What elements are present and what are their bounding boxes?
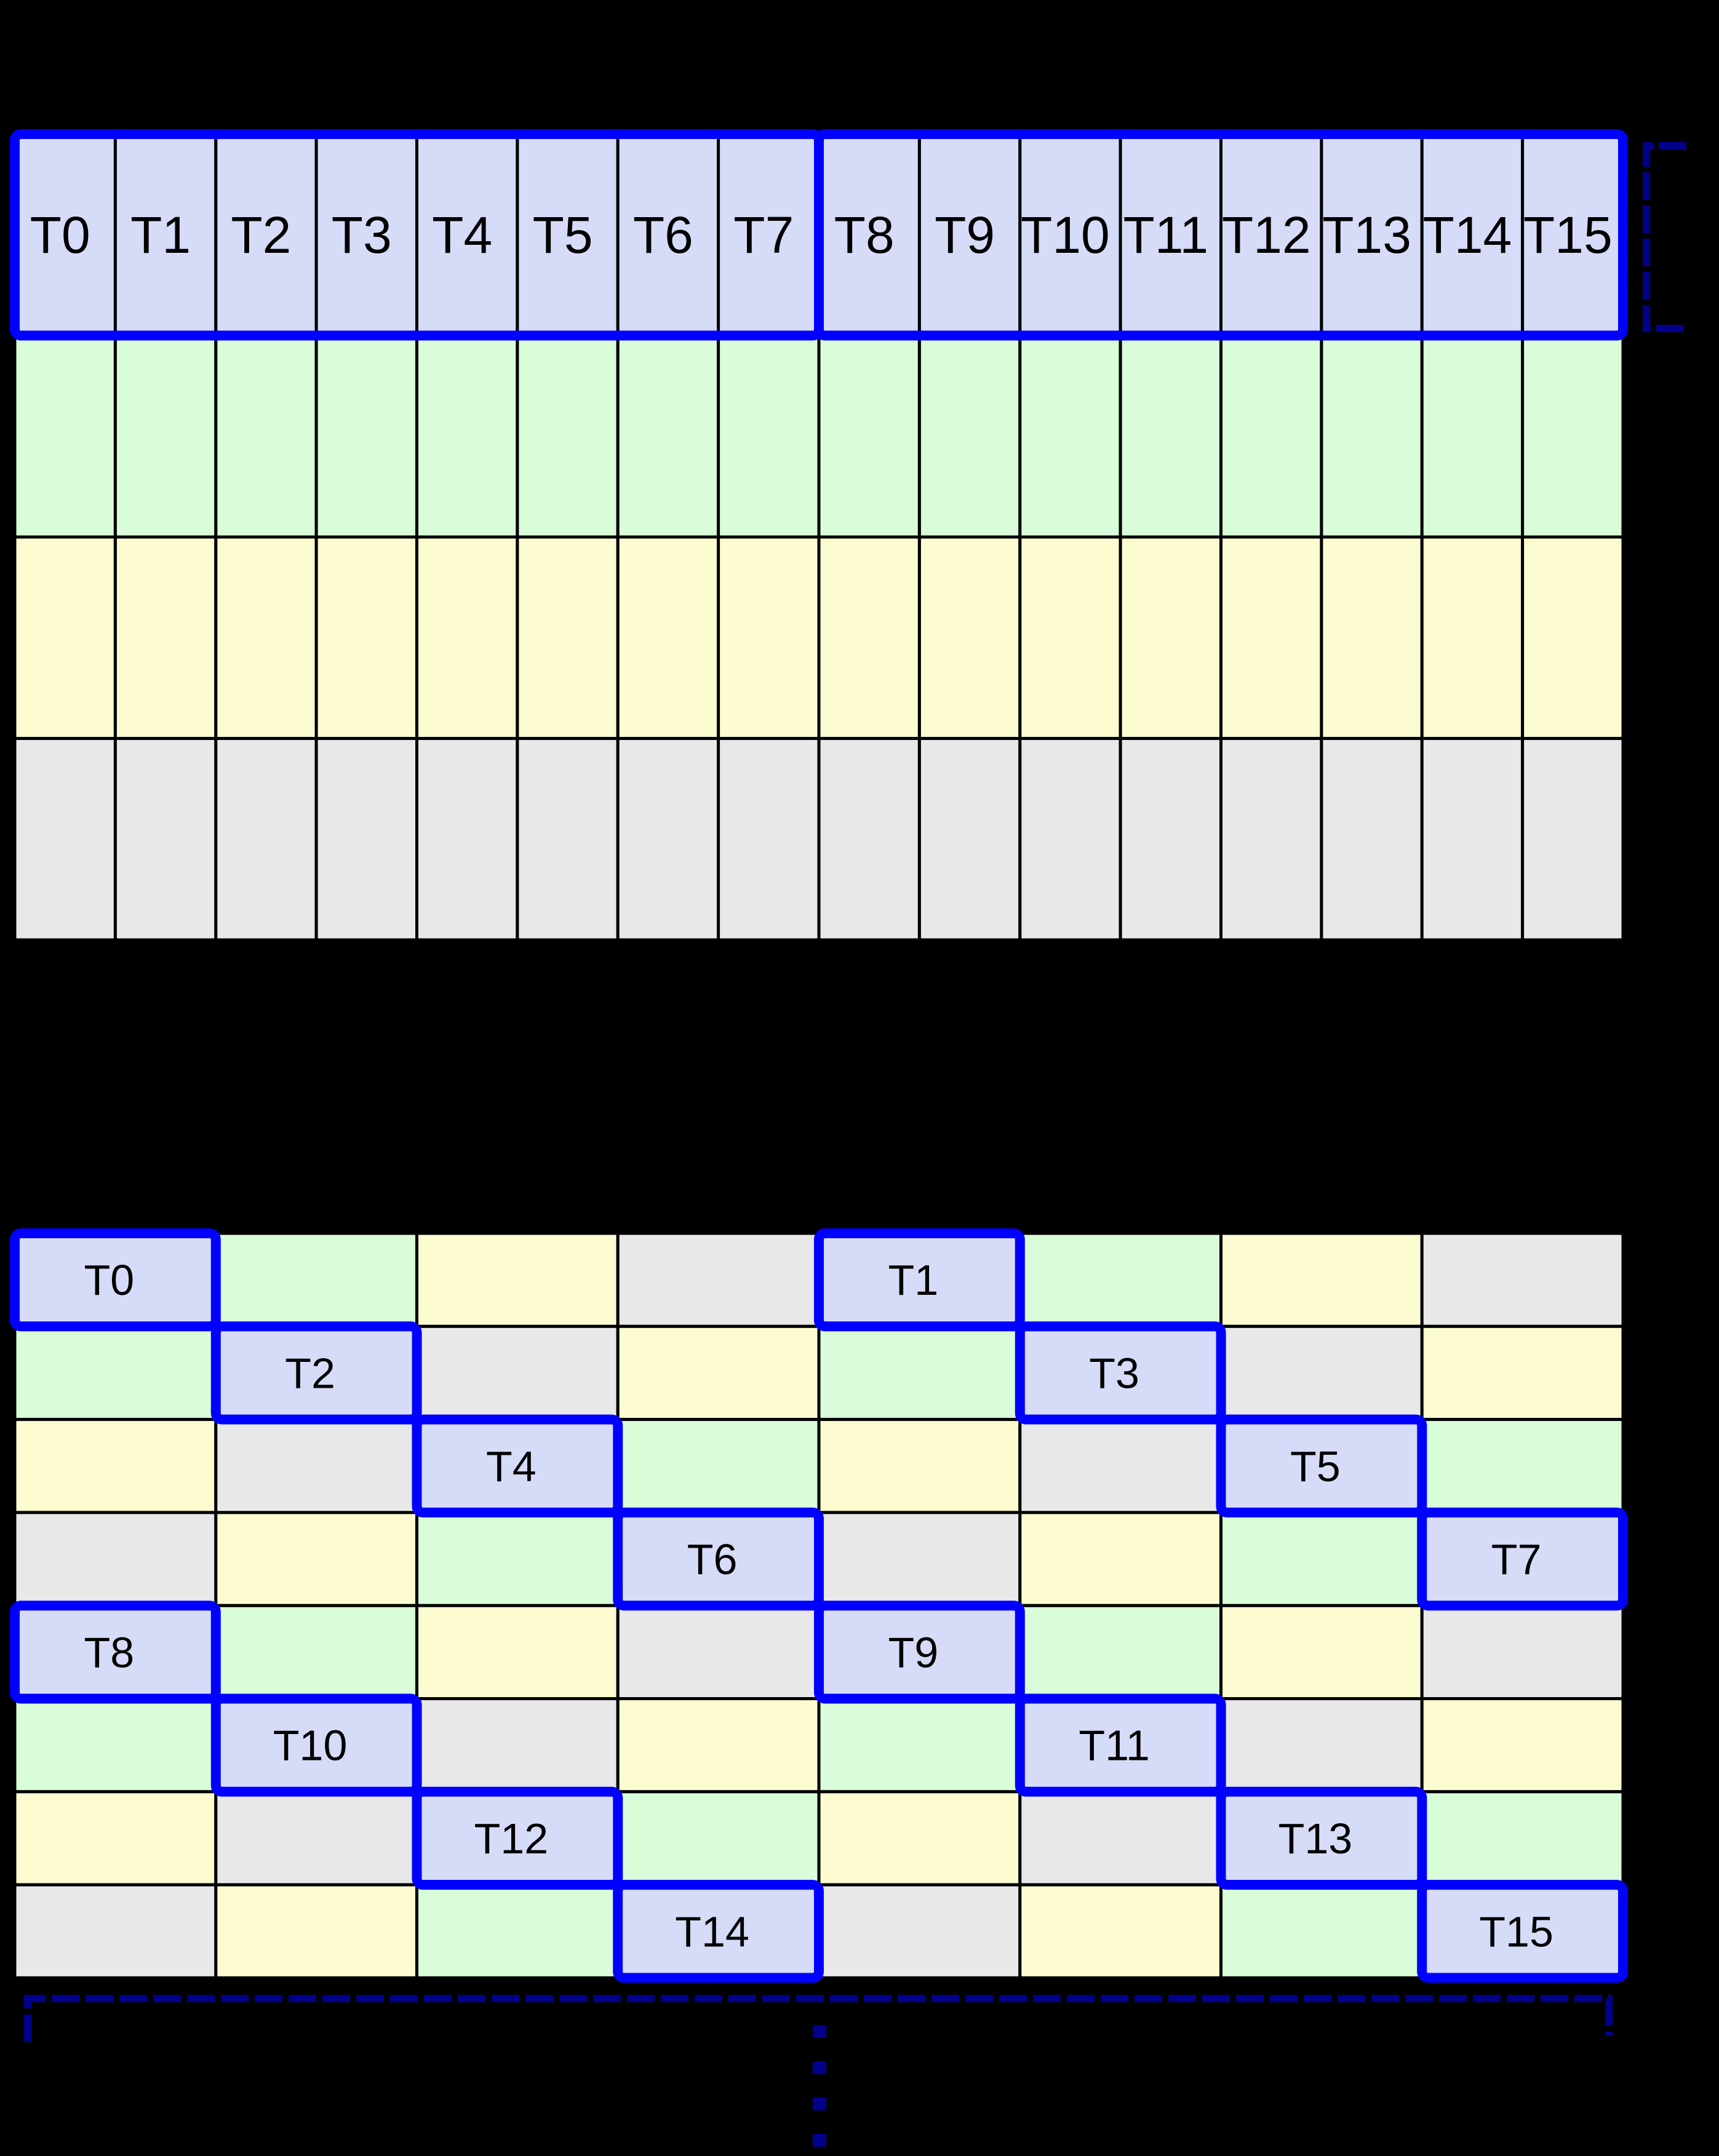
svg-text:T7: T7 — [733, 206, 794, 264]
svg-text:T13: T13 — [1322, 206, 1411, 264]
svg-text:T4: T4 — [486, 1442, 536, 1490]
svg-text:T3: T3 — [332, 206, 392, 264]
svg-text:T15: T15 — [1523, 206, 1613, 264]
svg-text:T3: T3 — [1089, 1350, 1139, 1398]
svg-text:T8: T8 — [84, 1628, 135, 1676]
svg-text:T7: T7 — [1491, 1535, 1542, 1583]
svg-text:T13: T13 — [1278, 1815, 1353, 1863]
svg-text:T0: T0 — [84, 1256, 135, 1304]
svg-text:T11: T11 — [1079, 1722, 1149, 1770]
svg-text:T9: T9 — [935, 206, 995, 264]
svg-text:T1: T1 — [888, 1256, 939, 1304]
svg-text:T9: T9 — [888, 1628, 939, 1676]
svg-text:T2: T2 — [285, 1350, 335, 1398]
svg-text:T0: T0 — [30, 206, 90, 264]
svg-text:T10: T10 — [1021, 206, 1110, 264]
svg-text:T10: T10 — [273, 1722, 348, 1770]
svg-text:T14: T14 — [675, 1907, 749, 1955]
svg-text:T11: T11 — [1123, 206, 1209, 264]
svg-text:T8: T8 — [834, 206, 895, 264]
svg-text:T4: T4 — [432, 206, 492, 264]
svg-text:T2: T2 — [231, 206, 291, 264]
svg-text:T12: T12 — [474, 1815, 549, 1863]
svg-text:T1: T1 — [130, 206, 191, 264]
svg-text:T14: T14 — [1423, 206, 1512, 264]
svg-text:T15: T15 — [1479, 1907, 1553, 1955]
svg-text:T6: T6 — [687, 1535, 738, 1583]
svg-text:T12: T12 — [1222, 206, 1311, 264]
svg-text:T5: T5 — [533, 206, 593, 264]
svg-text:T5: T5 — [1290, 1442, 1341, 1490]
svg-text:T6: T6 — [633, 206, 693, 264]
